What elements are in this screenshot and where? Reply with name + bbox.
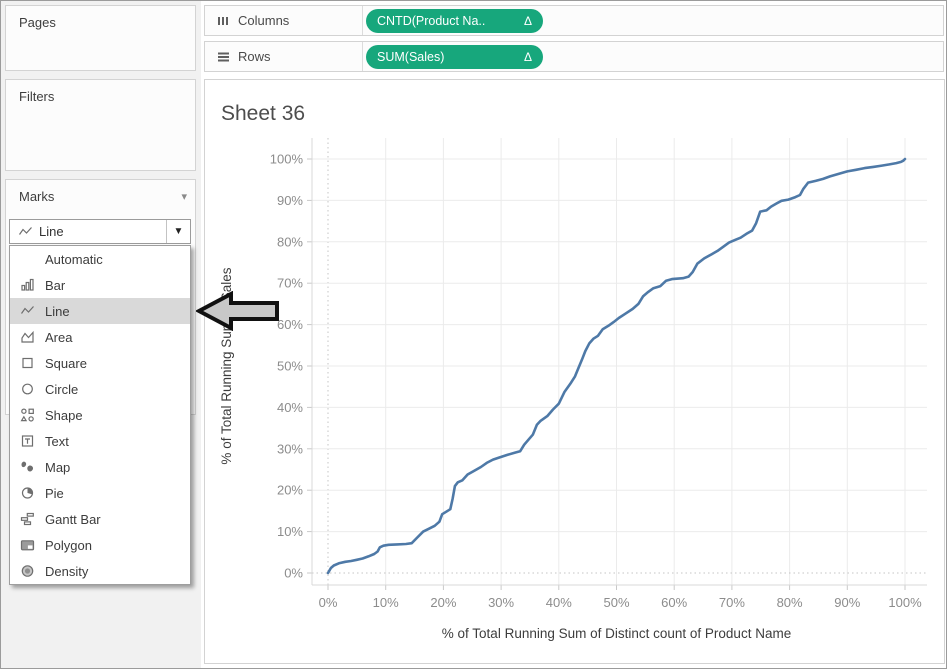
gantt-bar-icon xyxy=(19,512,36,526)
bar-icon xyxy=(19,278,36,292)
y-tick-label: 100% xyxy=(270,152,304,167)
menu-item-label: Circle xyxy=(45,381,79,397)
mark-type-current-value: Line xyxy=(39,224,64,239)
menu-item-area[interactable]: Area xyxy=(10,324,190,350)
menu-item-density[interactable]: Density xyxy=(10,558,190,584)
pareto-line-chart: Sheet 36 0% 10% 20% 30% 40% 50% 60% 70% 80% 90% 100… xyxy=(219,102,927,641)
marks-card-caret-icon[interactable]: ▾ xyxy=(181,190,187,203)
left-arrow-annotation xyxy=(196,291,279,331)
square-icon xyxy=(19,356,36,370)
menu-item-label: Pie xyxy=(45,485,64,501)
x-tick-label: 60% xyxy=(661,595,687,610)
rows-pill[interactable]: SUM(Sales) Δ xyxy=(366,45,543,69)
columns-shelf-label: Columns xyxy=(238,13,290,28)
worksheet-view: Sheet 36 0% 10% 20% 30% 40% 50% 60% 70% 80% 90% 100… xyxy=(204,79,945,664)
menu-item-text[interactable]: Text xyxy=(10,428,190,454)
menu-item-map[interactable]: Map xyxy=(10,454,190,480)
rows-pill-text: SUM(Sales) xyxy=(377,50,445,64)
filters-label: Filters xyxy=(19,89,55,104)
rows-icon xyxy=(217,50,230,63)
x-tick-label: 20% xyxy=(430,595,456,610)
polygon-icon xyxy=(19,538,36,552)
x-tick-label: 80% xyxy=(777,595,803,610)
columns-icon xyxy=(217,14,230,27)
x-tick-label: 50% xyxy=(603,595,629,610)
y-tick-label: 50% xyxy=(277,359,303,374)
left-sidebar: Pages Filters Marks ▾ Line ▼ Automatic Ba… xyxy=(1,1,201,668)
x-tick-label: 90% xyxy=(834,595,860,610)
rows-shelf-label: Rows xyxy=(238,49,271,64)
y-tick-label: 0% xyxy=(284,566,303,581)
y-tick-label: 80% xyxy=(277,234,303,249)
series-line xyxy=(326,157,907,575)
menu-item-label: Density xyxy=(45,563,89,579)
line-mark-icon xyxy=(18,225,33,239)
density-icon xyxy=(19,564,36,578)
menu-item-line[interactable]: Line xyxy=(10,298,190,324)
menu-item-label: Automatic xyxy=(45,251,103,267)
map-icon xyxy=(19,460,36,474)
x-tick-label: 0% xyxy=(319,595,338,610)
menu-item-polygon[interactable]: Polygon xyxy=(10,532,190,558)
pie-icon xyxy=(19,486,36,500)
x-axis-title: % of Total Running Sum of Distinct count… xyxy=(442,626,791,641)
filters-shelf[interactable]: Filters xyxy=(5,79,196,171)
menu-item-automatic[interactable]: Automatic xyxy=(10,246,190,272)
line-icon xyxy=(19,304,36,318)
menu-item-circle[interactable]: Circle xyxy=(10,376,190,402)
area-icon xyxy=(19,330,36,344)
marks-label: Marks xyxy=(19,189,55,204)
columns-pill-text: CNTD(Product Na.. xyxy=(377,14,486,28)
menu-item-label: Area xyxy=(45,329,73,345)
shelf-divider xyxy=(362,42,363,71)
menu-item-label: Polygon xyxy=(45,537,92,553)
x-tick-label: 10% xyxy=(373,595,399,610)
table-calc-delta-icon: Δ xyxy=(523,50,532,64)
x-tick-label: 70% xyxy=(719,595,745,610)
y-tick-label: 90% xyxy=(277,193,303,208)
y-tick-label: 70% xyxy=(277,276,303,291)
y-tick-label: 20% xyxy=(277,483,303,498)
menu-item-bar[interactable]: Bar xyxy=(10,272,190,298)
shelf-divider xyxy=(362,6,363,35)
dropdown-caret-icon[interactable]: ▼ xyxy=(166,220,190,243)
pages-shelf[interactable]: Pages xyxy=(5,5,196,71)
table-calc-delta-icon: Δ xyxy=(523,14,532,28)
circle-icon xyxy=(19,382,36,396)
columns-pill[interactable]: CNTD(Product Na.. Δ xyxy=(366,9,543,33)
menu-item-label: Line xyxy=(45,303,70,319)
pages-label: Pages xyxy=(19,15,56,30)
menu-item-label: Text xyxy=(45,433,69,449)
y-tick-label: 30% xyxy=(277,441,303,456)
menu-item-shape[interactable]: Shape xyxy=(10,402,190,428)
menu-item-label: Gantt Bar xyxy=(45,511,101,527)
y-tick-label: 10% xyxy=(277,524,303,539)
menu-item-label: Square xyxy=(45,355,87,371)
text-icon xyxy=(19,434,36,448)
x-tick-label: 30% xyxy=(488,595,514,610)
columns-shelf[interactable]: Columns CNTD(Product Na.. Δ xyxy=(204,5,944,36)
menu-item-label: Map xyxy=(45,459,71,475)
mark-type-menu: Automatic Bar Line Area Square Circle Shape Tex… xyxy=(9,245,191,585)
rows-shelf[interactable]: Rows SUM(Sales) Δ xyxy=(204,41,944,72)
menu-item-label: Shape xyxy=(45,407,83,423)
mark-type-dropdown-button[interactable]: Line ▼ xyxy=(9,219,191,244)
menu-item-gantt-bar[interactable]: Gantt Bar xyxy=(10,506,190,532)
x-tick-label: 100% xyxy=(888,595,922,610)
menu-item-label: Bar xyxy=(45,277,66,293)
y-tick-label: 40% xyxy=(277,400,303,415)
menu-item-pie[interactable]: Pie xyxy=(10,480,190,506)
menu-item-square[interactable]: Square xyxy=(10,350,190,376)
sheet-title: Sheet 36 xyxy=(221,102,305,125)
shape-icon xyxy=(19,408,36,422)
x-tick-label: 40% xyxy=(546,595,572,610)
y-tick-label: 60% xyxy=(277,317,303,332)
